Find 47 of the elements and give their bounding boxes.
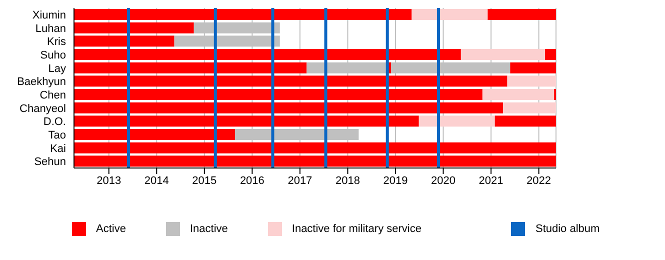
legend-label: Inactive for military service	[292, 223, 422, 235]
x-tick-label: 2013	[96, 174, 122, 187]
x-tick-label: 2019	[383, 174, 408, 187]
y-tick-label: Suho	[40, 50, 66, 62]
y-tick-label: Luhan	[35, 22, 66, 35]
x-tick-label: 2014	[144, 174, 169, 187]
bar	[74, 9, 412, 20]
y-tick-label: Lay	[48, 62, 66, 75]
bar	[74, 49, 461, 60]
bar	[74, 142, 556, 154]
y-tick-label: Chanyeol	[20, 102, 66, 115]
bar	[74, 76, 508, 87]
x-tick-label: 2016	[240, 174, 264, 187]
x-tick-label: 2021	[478, 174, 504, 187]
bar	[545, 49, 556, 60]
bar	[74, 22, 194, 34]
y-tick-label: Kai	[50, 142, 66, 155]
y-tick-label: Tao	[48, 130, 66, 142]
legend-label: Active	[96, 223, 126, 235]
x-tick-label: 2020	[431, 174, 456, 187]
bar	[412, 9, 488, 20]
y-tick-label: Xiumin	[32, 10, 66, 22]
bar	[74, 116, 419, 127]
y-tick-label: D.O.	[43, 116, 66, 128]
bar	[74, 102, 503, 114]
bar	[507, 76, 556, 87]
bar	[502, 102, 556, 114]
bar	[74, 62, 307, 74]
legend-label: Studio album	[535, 223, 600, 235]
y-tick-label: Kris	[47, 36, 66, 48]
x-tick-label: 2017	[288, 174, 312, 187]
bar	[494, 116, 556, 127]
x-tick-label: 2015	[192, 174, 217, 187]
bar	[418, 116, 495, 127]
bar	[74, 129, 235, 140]
bar	[488, 9, 556, 20]
y-tick-label: Baekhyun	[17, 76, 66, 88]
legend-label: Inactive	[190, 223, 228, 235]
bar	[74, 36, 174, 47]
bar	[482, 89, 554, 100]
y-tick-label: Chen	[40, 90, 66, 102]
bar	[460, 49, 546, 60]
bar	[510, 62, 556, 74]
bar	[74, 89, 482, 100]
x-tick-label: 2022	[526, 174, 552, 187]
y-tick-label: Sehun	[34, 156, 66, 168]
x-tick-label: 2018	[335, 174, 360, 187]
